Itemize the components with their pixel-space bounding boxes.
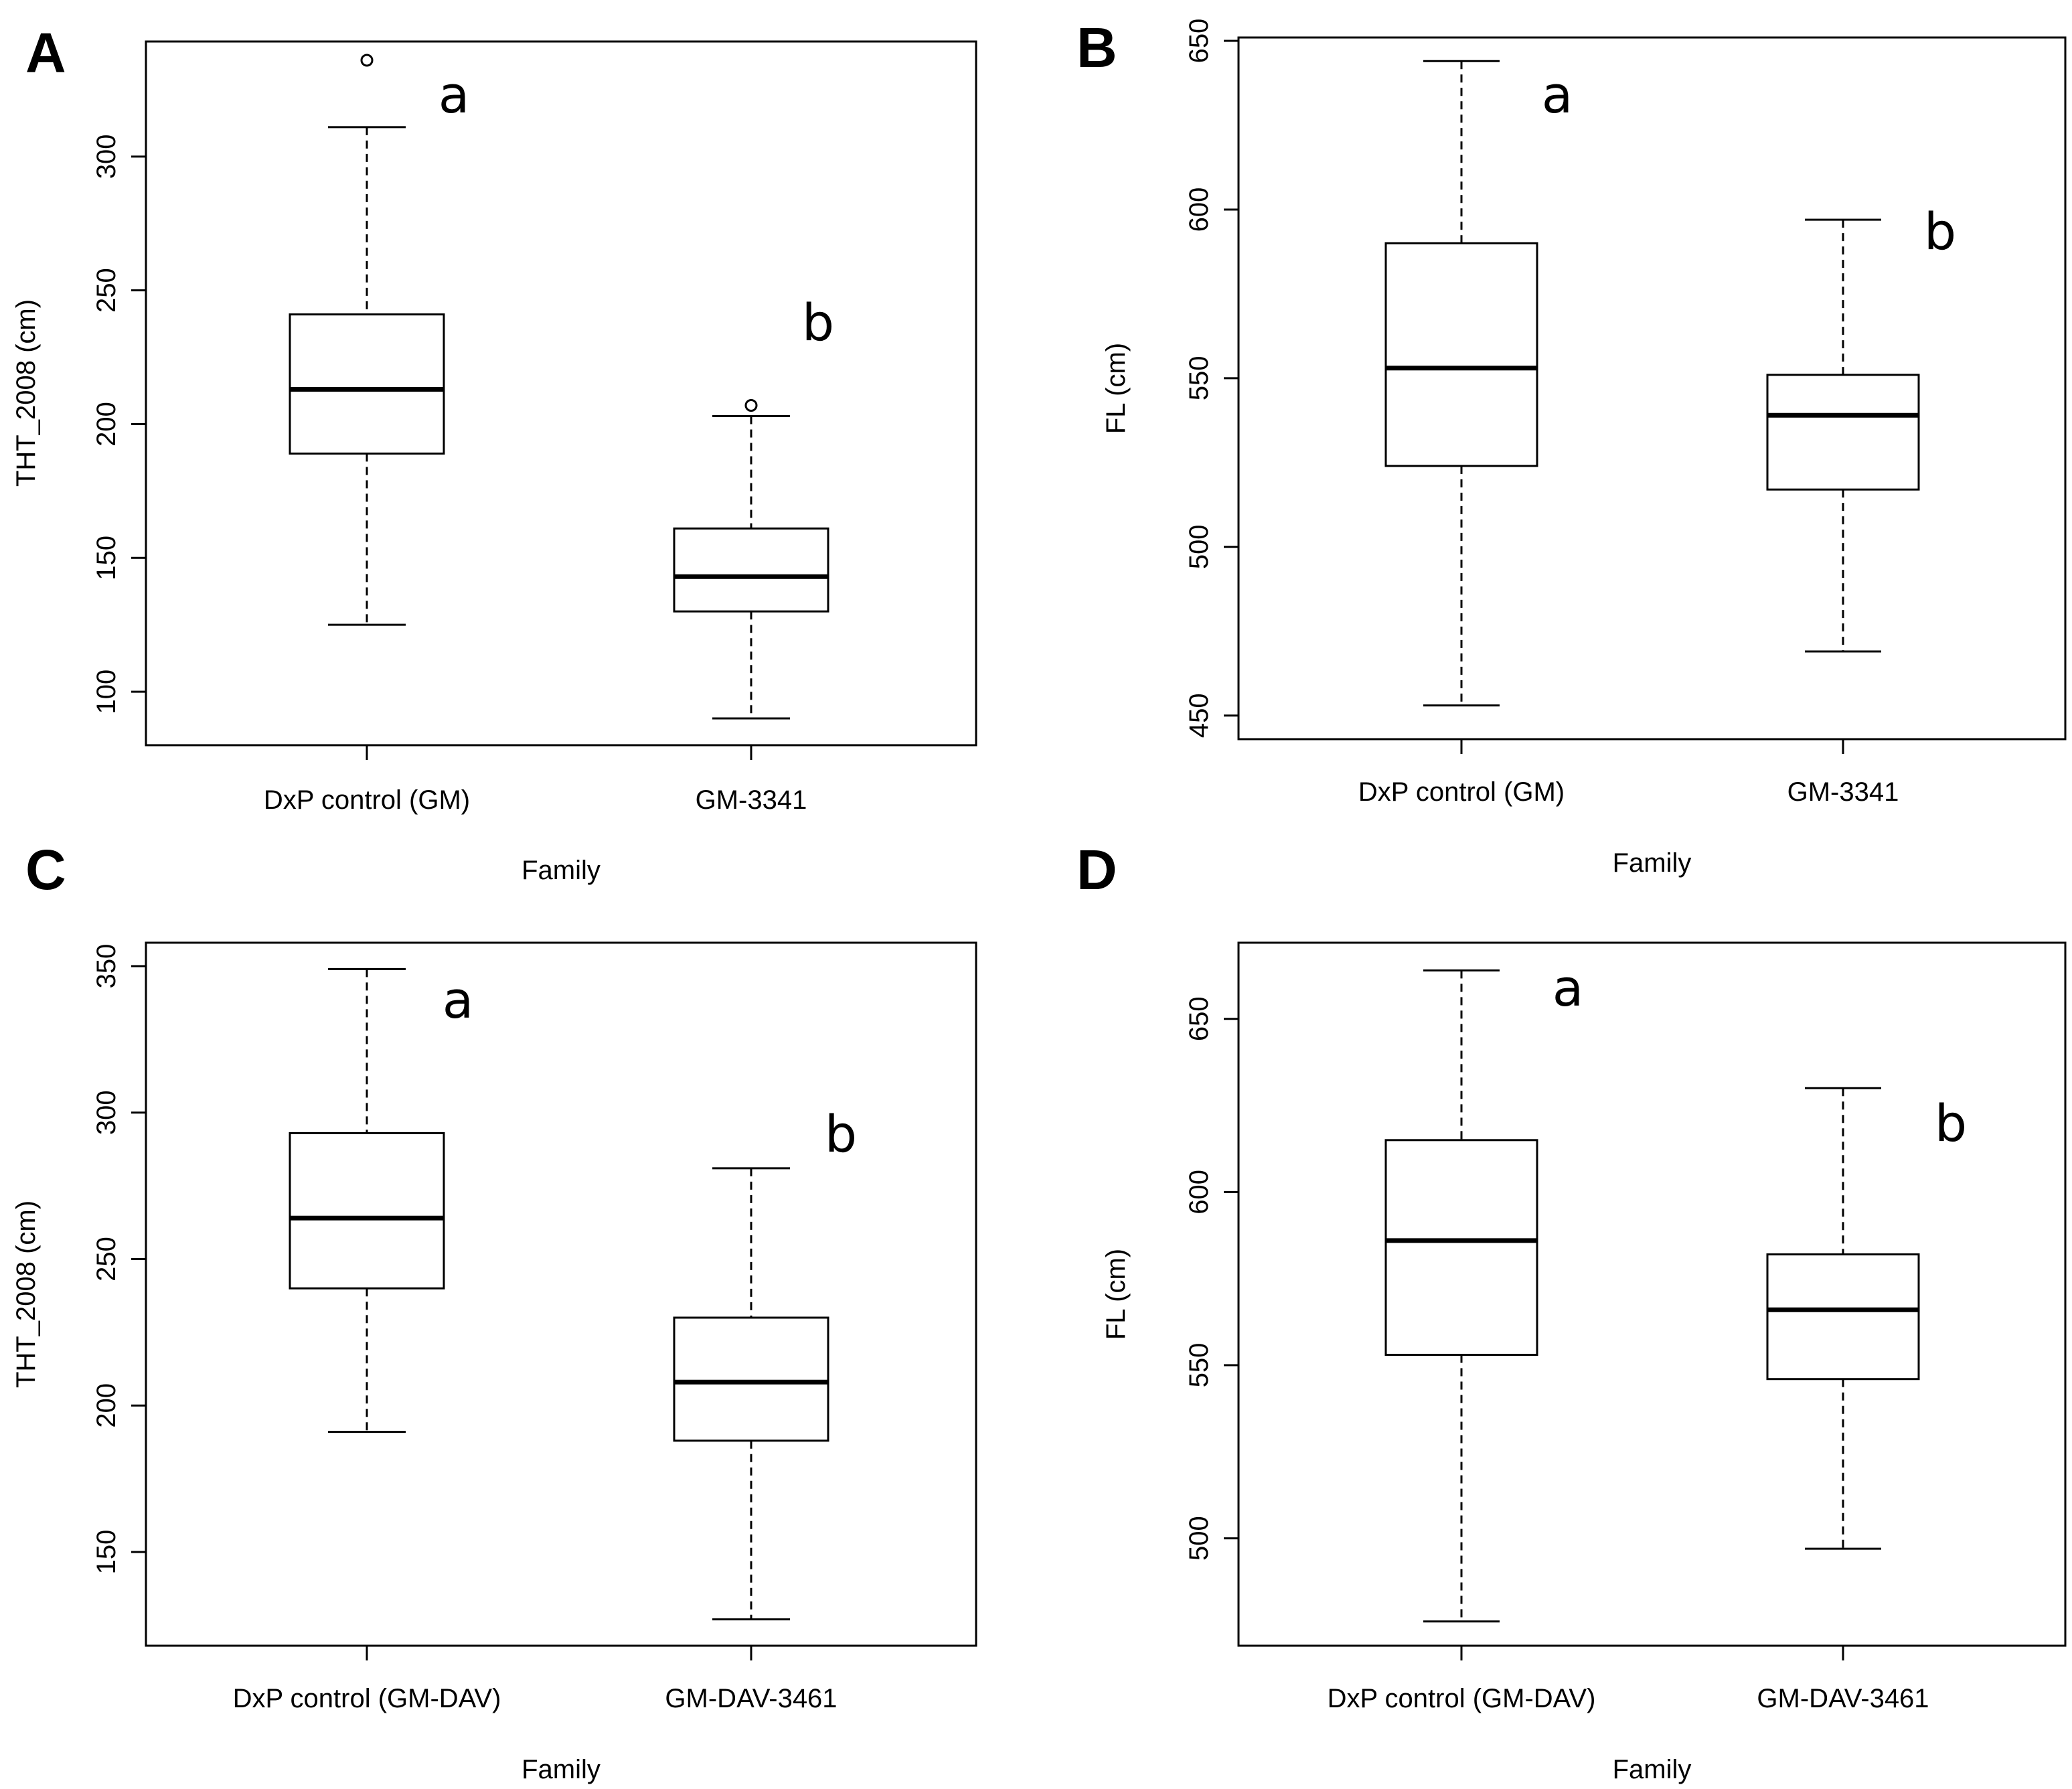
significance-letter-a-1: b xyxy=(802,293,834,352)
x-axis-title-c: Family xyxy=(522,1755,601,1784)
plot-frame-d xyxy=(1237,941,2067,1647)
y-tick-label-a-200: 200 xyxy=(92,402,121,447)
y-tick-label-d-550: 550 xyxy=(1184,1343,1214,1388)
panel-letter-c: C xyxy=(25,838,66,901)
outlier-point-a-1-0 xyxy=(744,398,758,412)
iqr-box-d-0 xyxy=(1384,1139,1538,1356)
panel-letter-b: B xyxy=(1077,16,1117,79)
box-a-1: b xyxy=(673,293,834,720)
y-axis-title-d: FL (cm) xyxy=(1101,1249,1131,1340)
y-tick-label-c-300: 300 xyxy=(92,1090,121,1135)
y-tick-label-d-500: 500 xyxy=(1184,1516,1214,1561)
panel-b: B 450 500 550 600 650 FL (cm) DxP control (GM) G… xyxy=(1077,16,2067,878)
y-tick-label-b-600: 600 xyxy=(1184,187,1214,232)
y-tick-label-c-350: 350 xyxy=(92,944,121,989)
panel-c: C 150 200 250 300 350 THT_2008 (cm) DxP control… xyxy=(11,838,977,1784)
x-axis-title-b: Family xyxy=(1613,848,1692,878)
significance-letter-b-0: a xyxy=(1542,65,1573,125)
x-tick-label-b-0: DxP control (GM) xyxy=(1358,777,1565,807)
box-d-1: b xyxy=(1766,1087,1967,1550)
y-tick-label-b-550: 550 xyxy=(1184,356,1214,401)
significance-letter-d-0: a xyxy=(1552,958,1584,1018)
x-axis-title-d: Family xyxy=(1613,1755,1692,1784)
panel-a: A 100 150 200 250 300 THT_2008 (cm) DxP control… xyxy=(11,21,977,885)
y-tick-label-d-650: 650 xyxy=(1184,996,1214,1041)
y-tick-label-a-300: 300 xyxy=(92,134,121,179)
x-tick-label-b-1: GM-3341 xyxy=(1787,777,1899,807)
plot-frame-a xyxy=(145,40,977,747)
significance-letter-c-0: a xyxy=(443,970,474,1030)
iqr-box-b-0 xyxy=(1384,242,1538,467)
iqr-box-c-1 xyxy=(673,1316,829,1442)
significance-letter-d-1: b xyxy=(1935,1093,1967,1153)
iqr-box-a-0 xyxy=(289,313,445,455)
y-tick-label-c-250: 250 xyxy=(92,1237,121,1281)
panel-letter-d: D xyxy=(1077,838,1117,901)
box-d-0: a xyxy=(1384,958,1584,1623)
panel-letter-a: A xyxy=(25,21,66,84)
panel-d: D 500 550 600 650 FL (cm) DxP control (GM-DAV)… xyxy=(1077,838,2067,1784)
box-a-0: a xyxy=(289,54,470,626)
box-b-1: b xyxy=(1766,202,1956,653)
y-tick-label-a-100: 100 xyxy=(92,670,121,714)
y-axis-title-a: THT_2008 (cm) xyxy=(11,299,41,487)
box-b-0: a xyxy=(1384,60,1573,707)
y-tick-label-c-150: 150 xyxy=(92,1530,121,1575)
x-tick-label-a-0: DxP control (GM) xyxy=(264,785,470,815)
significance-letter-c-1: b xyxy=(825,1104,857,1164)
y-axis-title-c: THT_2008 (cm) xyxy=(11,1200,41,1388)
y-tick-label-a-150: 150 xyxy=(92,536,121,580)
plot-frame-b xyxy=(1237,36,2067,741)
x-axis-title-a: Family xyxy=(522,856,601,885)
box-c-1: b xyxy=(673,1104,857,1621)
x-tick-label-d-1: GM-DAV-3461 xyxy=(1757,1684,1929,1713)
iqr-box-d-1 xyxy=(1766,1253,1920,1381)
y-tick-label-b-500: 500 xyxy=(1184,524,1214,569)
significance-letter-a-0: a xyxy=(439,65,470,125)
x-tick-label-a-1: GM-3341 xyxy=(696,785,807,815)
plot-frame-c xyxy=(145,941,977,1647)
iqr-box-b-1 xyxy=(1766,374,1920,491)
y-tick-label-d-600: 600 xyxy=(1184,1170,1214,1215)
x-tick-label-c-0: DxP control (GM-DAV) xyxy=(233,1684,501,1713)
x-tick-label-c-1: GM-DAV-3461 xyxy=(665,1684,837,1713)
x-tick-label-d-0: DxP control (GM-DAV) xyxy=(1328,1684,1596,1713)
y-axis-title-b: FL (cm) xyxy=(1101,343,1131,434)
outlier-point-a-0-0 xyxy=(360,54,374,67)
y-tick-label-b-450: 450 xyxy=(1184,693,1214,738)
iqr-box-c-0 xyxy=(289,1132,445,1290)
iqr-box-a-1 xyxy=(673,527,829,613)
y-tick-label-c-200: 200 xyxy=(92,1383,121,1428)
y-tick-label-a-250: 250 xyxy=(92,268,121,313)
box-c-0: a xyxy=(289,967,474,1433)
significance-letter-b-1: b xyxy=(1924,202,1956,261)
y-tick-label-b-650: 650 xyxy=(1184,19,1214,64)
